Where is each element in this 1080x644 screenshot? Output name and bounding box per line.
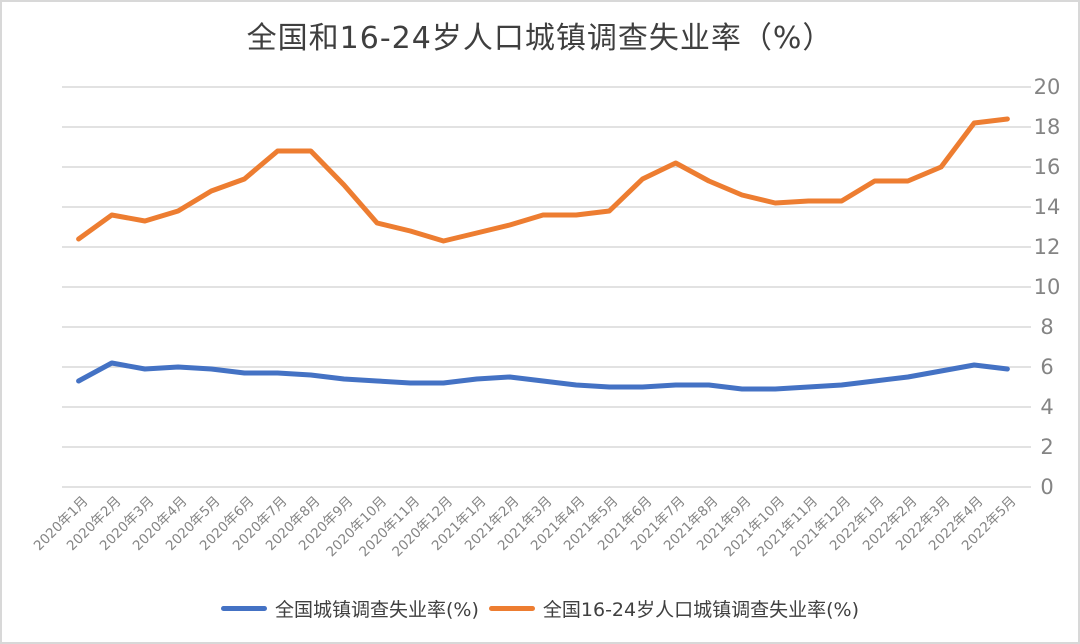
legend-label-youth: 全国16-24岁人口城镇调查失业率(%) [542, 599, 859, 621]
y-tick-label: 8 [1040, 315, 1054, 339]
series-line-national [76, 360, 1010, 392]
y-tick-label: 10 [1033, 275, 1061, 299]
y-tick-label: 0 [1040, 475, 1054, 499]
y-tick-label: 14 [1033, 195, 1061, 219]
chart-legend: 全国城镇调查失业率(%) 全国16-24岁人口城镇调查失业率(%) [2, 595, 1078, 622]
y-tick-label: 6 [1040, 355, 1054, 379]
y-tick-label: 12 [1033, 235, 1061, 259]
y-tick-label: 18 [1033, 115, 1061, 139]
legend-item-national: 全国城镇调查失业率(%) [221, 595, 479, 622]
y-tick-label: 20 [1033, 75, 1061, 99]
y-tick-label: 16 [1033, 155, 1061, 179]
chart-title: 全国和16-24岁人口城镇调查失业率（%） [246, 21, 834, 56]
y-tick-label: 2 [1040, 435, 1054, 459]
y-tick-label: 4 [1040, 395, 1054, 419]
legend-line-swatch-national [221, 606, 267, 611]
series-line-youth [76, 116, 1010, 244]
legend-line-swatch-youth [488, 606, 535, 611]
legend-label-national: 全国城镇调查失业率(%) [275, 599, 479, 621]
legend-item-youth: 全国16-24岁人口城镇调查失业率(%) [488, 595, 859, 622]
